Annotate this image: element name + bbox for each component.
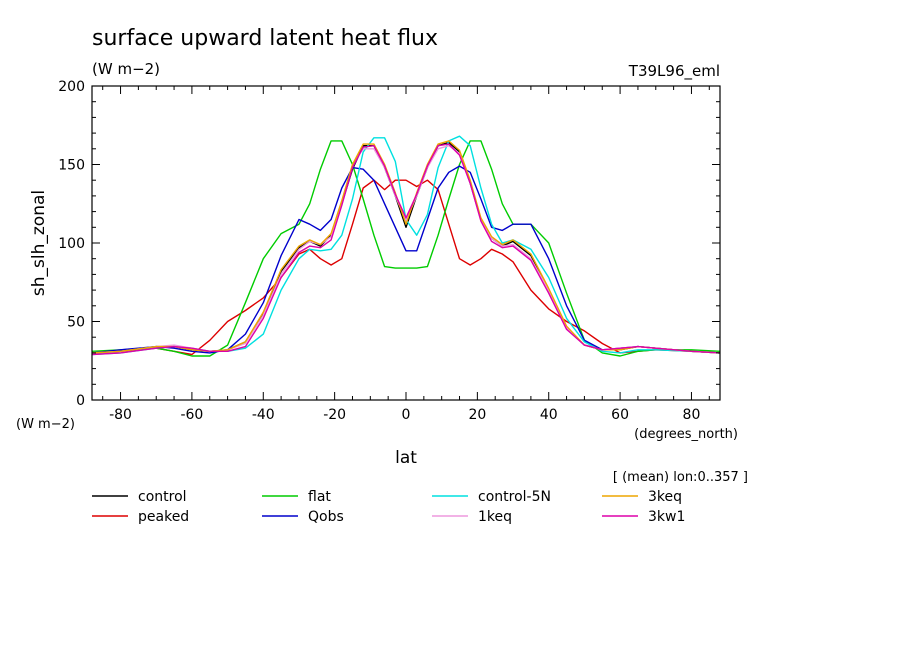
y-unit-label: (W m−2): [16, 417, 75, 432]
x-tick-label: 80: [683, 407, 701, 423]
x-tick-label: -20: [323, 407, 346, 423]
x-tick-label: -60: [180, 407, 203, 423]
legend-label-3kw1: 3kw1: [648, 509, 685, 525]
x-axis-label: lat: [395, 448, 417, 468]
legend-label-qobs: Qobs: [308, 509, 344, 525]
series-line-1keq: [91, 144, 721, 354]
legend-label-control-5n: control-5N: [478, 489, 551, 505]
y-tick-label: 150: [58, 158, 85, 174]
chart-units: (W m−2): [92, 60, 160, 78]
y-tick-label: 0: [76, 393, 85, 409]
x-tick-label: -80: [109, 407, 132, 423]
series-line-peaked: [91, 179, 721, 356]
x-tick-label: 60: [611, 407, 629, 423]
x-tick-label: 20: [468, 407, 486, 423]
legend-label-peaked: peaked: [138, 509, 189, 525]
legend: control flat control-5N 3keq peaked Qobs 1keq 3…: [92, 489, 685, 525]
y-axis-label: sh_slh_zonal: [29, 190, 49, 296]
series-line-control: [91, 141, 721, 354]
series-line-3kw1: [91, 143, 721, 356]
series-line-control-5n: [91, 135, 721, 356]
series-line-3keq: [91, 140, 721, 354]
axis-layer: -80 -60 -40 -20 0 20 40 60 80 0 50 100 150 200: [58, 79, 720, 423]
experiment-label: T39L96_eml: [628, 62, 720, 81]
series-line-flat: [91, 140, 721, 357]
x-tick-label: 40: [540, 407, 558, 423]
legend-label-1keq: 1keq: [478, 509, 512, 525]
legend-label-flat: flat: [308, 489, 331, 505]
legend-label-control: control: [138, 489, 187, 505]
x-unit-label: (degrees_north): [634, 427, 738, 442]
y-tick-label: 200: [58, 79, 85, 95]
x-tick-label: 0: [402, 407, 411, 423]
chart-title: surface upward latent heat flux: [92, 26, 438, 51]
y-tick-label: 100: [58, 236, 85, 252]
series-line-qobs: [91, 165, 721, 354]
x-tick-label: -40: [252, 407, 275, 423]
legend-label-3keq: 3keq: [648, 489, 682, 505]
series-layer: [91, 135, 721, 357]
y-tick-label: 50: [67, 315, 85, 331]
averaging-note: [ (mean) lon:0..357 ]: [613, 470, 748, 485]
